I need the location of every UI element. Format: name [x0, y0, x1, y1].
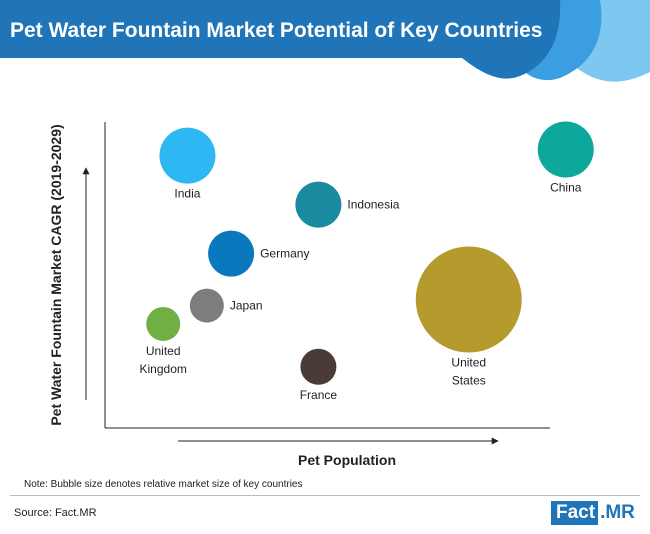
- bubble-labels-layer: India Indonesia China Germany Japan United Kin…: [140, 181, 582, 402]
- logo-fact-part: Fact: [551, 501, 599, 525]
- divider: [10, 495, 640, 496]
- bubbles-layer: [146, 121, 594, 385]
- bubble-indonesia: [295, 181, 342, 228]
- bubble-label-japan: Japan: [230, 299, 263, 313]
- title-banner: [0, 0, 650, 82]
- bubble-united-kingdom: [146, 306, 181, 341]
- bubble-india: [159, 127, 216, 184]
- y-axis-title: Pet Water Fountain Market CAGR (2019-202…: [48, 124, 64, 426]
- bubble-china: [537, 121, 594, 178]
- page-title: Pet Water Fountain Market Potential of K…: [10, 19, 543, 42]
- bubble-label-india: India: [174, 187, 200, 201]
- bubble-label-indonesia: Indonesia: [347, 198, 399, 212]
- bubble-france: [300, 348, 337, 385]
- logo-mr-part: .MR: [600, 502, 635, 523]
- x-axis-title: Pet Population: [298, 452, 396, 468]
- source-text: Source: Fact.MR: [14, 507, 97, 519]
- fact-mr-logo: Fact .MR: [551, 501, 635, 525]
- bubble-germany: [208, 230, 255, 277]
- bubble-label-united-states: United States: [451, 355, 486, 387]
- bubble-united-states: [415, 246, 522, 353]
- bubble-label-china: China: [550, 181, 582, 195]
- banner-main: [0, 0, 561, 79]
- chart-note: Note: Bubble size denotes relative marke…: [24, 479, 303, 490]
- bubble-label-united-kingdom: United Kingdom: [140, 344, 187, 376]
- bubble-label-germany: Germany: [260, 247, 309, 261]
- bubble-japan: [189, 288, 224, 323]
- bubble-label-france: France: [300, 388, 338, 402]
